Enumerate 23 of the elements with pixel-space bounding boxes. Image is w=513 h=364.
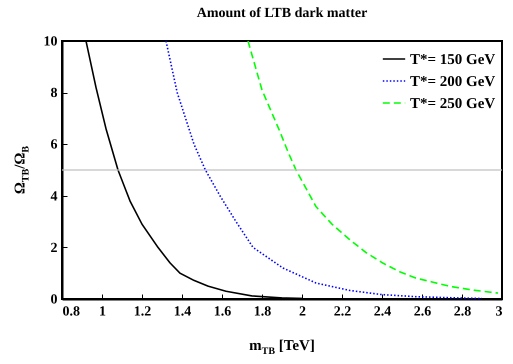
x-tick-label: 1: [99, 304, 106, 320]
x-tick-label: 1.8: [254, 304, 272, 320]
y-tick-label: 2: [50, 240, 58, 256]
x-tick-label: 1.4: [174, 304, 192, 320]
x-tick-label: 1.6: [214, 304, 232, 320]
x-tick-label: 0.8: [62, 304, 80, 320]
x-tick-label: 2.2: [334, 304, 352, 320]
x-axis-title: m$_{TB}$ [TeV]: [249, 338, 315, 357]
x-tick-label: 2: [299, 304, 306, 320]
legend-label: T*= 250 GeV: [410, 96, 496, 112]
chart-title: Amount of LTB dark matter: [196, 6, 368, 21]
x-tick-label: 3: [496, 304, 502, 320]
x-tick-label: 2.4: [374, 304, 392, 320]
y-tick-label: 6: [50, 138, 58, 153]
x-tick-label: 2.8: [454, 304, 472, 320]
legend-label: T*= 200 GeV: [410, 74, 496, 90]
y-tick-label: 4: [50, 189, 58, 204]
y-tick-label: 8: [50, 86, 58, 102]
x-tick-label: 2.6: [414, 304, 432, 320]
legend-label: T*= 150 GeV: [410, 52, 496, 68]
y-tick-label: 0: [50, 292, 58, 308]
x-tick-label: 1.2: [134, 304, 152, 320]
y-tick-label: 10: [44, 34, 58, 50]
